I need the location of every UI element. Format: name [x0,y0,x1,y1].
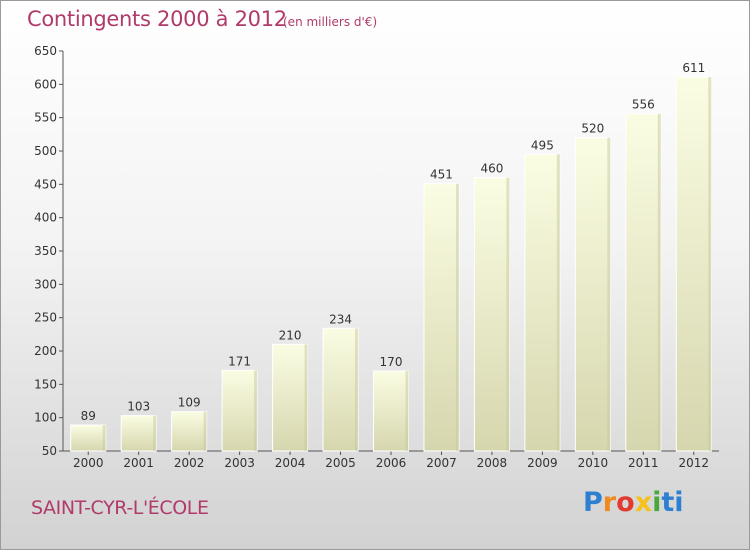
bar-2010 [574,137,611,452]
commune-name: SAINT-CYR-L'ÉCOLE [31,497,209,519]
bar-shadow-2011 [657,113,661,452]
bar-2008 [473,177,510,452]
x-tick-label-2006: 2006 [376,456,407,470]
x-tick-label-2009: 2009 [527,456,558,470]
x-tick-label-2004: 2004 [275,456,306,470]
value-label-2005: 234 [329,312,352,326]
bar-shadow-2007 [455,183,459,451]
y-tick-label: 500 [34,144,57,158]
bar-2007 [423,183,460,452]
data-labels: 89 103 109 171 210 234 170 451 460 495 520 556 611 [81,61,706,423]
x-tick-label-2010: 2010 [578,456,609,470]
bar-shadow-2003 [254,370,258,451]
value-label-2004: 210 [279,328,302,342]
y-tick-label: 550 [34,111,57,125]
bar-2006 [373,370,409,452]
bar-2005 [322,327,359,452]
chart-title: Contingents 2000 à 2012 [27,7,287,31]
y-tick-label: 600 [34,77,57,91]
bar-shadow-2001 [153,415,157,451]
x-tick-label-2008: 2008 [477,456,508,470]
bar-2011 [625,113,662,452]
value-label-2003: 171 [228,354,251,368]
bar-2001 [120,415,157,452]
bar-shadow-2004 [304,344,308,451]
x-tick-label-2000: 2000 [73,456,104,470]
bars [70,76,712,452]
y-tick-label: 350 [34,244,57,258]
x-tick-label-2005: 2005 [325,456,356,470]
chart-subtitle: (en milliers d'€) [283,15,378,29]
value-label-2010: 520 [581,122,604,136]
bar-2002 [171,411,208,452]
value-label-2001: 103 [127,400,150,414]
y-tick-label: 650 [34,44,57,58]
bar-2003 [221,369,258,452]
x-tick-label-2002: 2002 [174,456,205,470]
y-tick-label: 250 [34,311,57,325]
y-tick-label: 50 [42,444,57,458]
bar-2009 [524,153,561,452]
x-tick-label-2003: 2003 [224,456,255,470]
bar-2004 [272,343,309,452]
y-tick-label: 450 [34,177,57,191]
y-tick-label: 150 [34,377,57,391]
bar-shadow-2005 [355,328,359,451]
value-label-2006: 170 [380,355,403,369]
value-label-2000: 89 [81,409,96,423]
bar-shadow-2012 [708,77,712,451]
x-tick-label-2007: 2007 [426,456,457,470]
bar-2000 [70,424,107,452]
x-tick-label-2001: 2001 [123,456,154,470]
bar-shadow-2002 [203,411,207,451]
value-label-2008: 460 [480,162,503,176]
bar-shadow-2009 [556,154,560,452]
y-tick-label: 200 [34,344,57,358]
x-tick-label-2011: 2011 [628,456,659,470]
bar-shadow-2010 [607,137,611,451]
bar-shadow-2006 [405,371,409,451]
y-tick-label: 100 [34,411,57,425]
bar-2012 [675,76,712,452]
value-label-2002: 109 [178,396,201,410]
value-label-2009: 495 [531,138,554,152]
axes: 50 100 150 200 250 300 350 400 450 500 550 600 650 20… [34,44,719,470]
bar-shadow-2008 [506,177,510,451]
value-label-2007: 451 [430,168,453,182]
bar-shadow-2000 [102,425,106,451]
value-label-2012: 611 [682,61,705,75]
y-tick-label: 300 [34,277,57,291]
y-tick-label: 400 [34,211,57,225]
x-tick-label-2012: 2012 [678,456,709,470]
proxiti-logo: Proxiti [583,487,684,518]
value-label-2011: 556 [632,98,655,112]
